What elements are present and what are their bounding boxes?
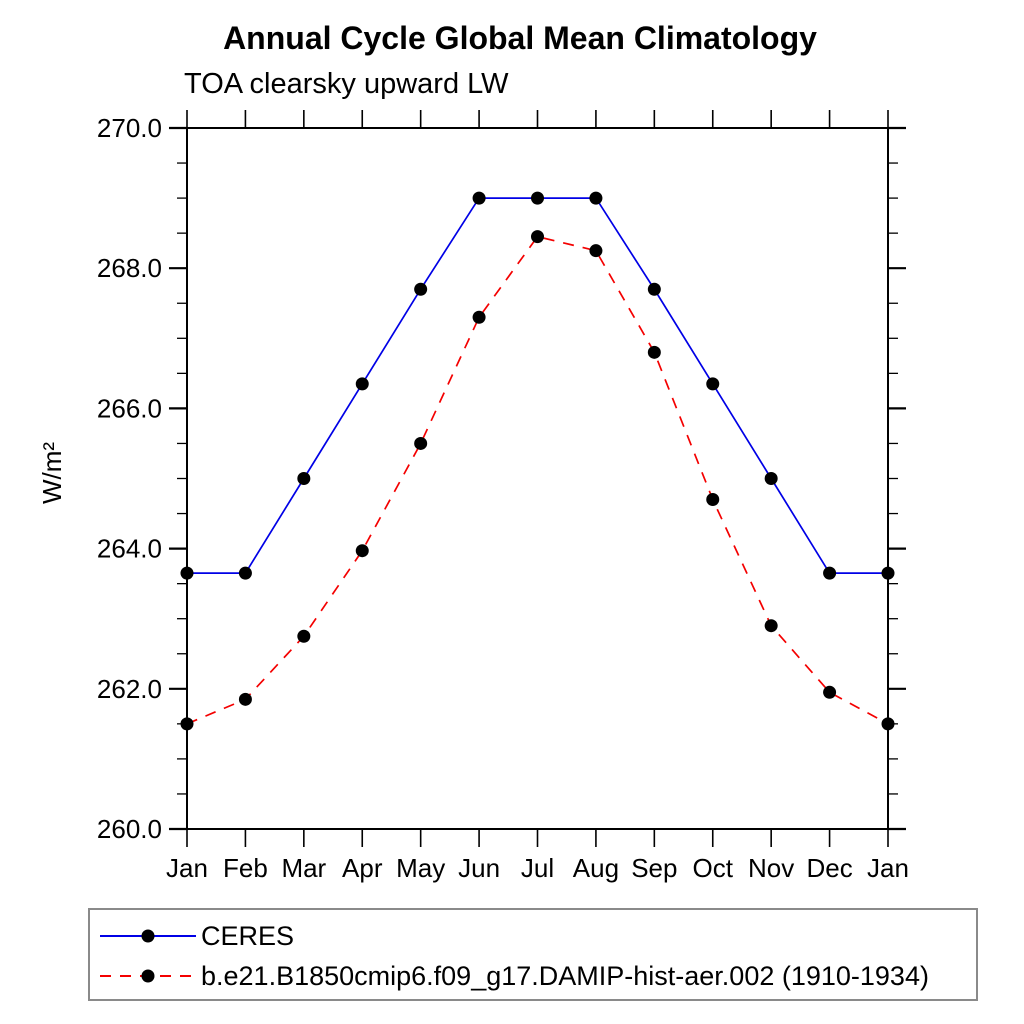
y-tick-label: 270.0	[97, 113, 162, 143]
data-point-marker	[647, 345, 661, 359]
x-tick-label: Jan	[867, 853, 909, 883]
x-tick-label: Jan	[166, 853, 208, 883]
data-point-marker	[589, 191, 603, 205]
x-tick-label: Dec	[806, 853, 852, 883]
chart-title: Annual Cycle Global Mean Climatology	[223, 20, 817, 56]
data-point-marker	[297, 472, 311, 485]
y-tick-label: 262.0	[97, 674, 162, 704]
legend-sample-line-solid	[100, 929, 196, 943]
y-tick-label: 260.0	[97, 814, 162, 844]
data-point-marker	[238, 566, 252, 580]
legend-marker-icon	[141, 929, 155, 943]
data-point-marker	[706, 377, 720, 391]
x-tick-label: Aug	[573, 853, 619, 883]
data-point-marker	[881, 566, 895, 580]
legend-marker-icon	[141, 969, 155, 983]
data-point-marker	[355, 377, 369, 391]
data-point-marker	[589, 244, 603, 258]
x-tick-label: Nov	[748, 853, 794, 883]
data-point-marker	[414, 436, 428, 450]
x-tick-label: Mar	[281, 853, 326, 883]
legend-item-model: b.e21.B1850cmip6.f09_g17.DAMIP-hist-aer.…	[98, 961, 929, 991]
data-point-marker	[355, 544, 369, 558]
series-line-0	[187, 197, 888, 574]
data-point-marker	[881, 717, 895, 731]
x-tick-label: Jul	[521, 853, 554, 883]
data-point-marker	[238, 692, 252, 706]
x-tick-label: Feb	[223, 853, 268, 883]
x-tick-label: Apr	[342, 853, 383, 883]
y-tick-label: 266.0	[97, 393, 162, 423]
data-point-marker	[180, 717, 194, 731]
legend-label: CERES	[201, 920, 295, 951]
data-point-marker	[180, 566, 194, 580]
data-point-marker	[706, 493, 720, 507]
data-point-marker	[823, 566, 837, 580]
legend-box: CERES b.e21.B1850cmip6.f09_g17.DAMIP-his…	[88, 908, 978, 1001]
x-tick-label: Jun	[458, 853, 500, 883]
data-point-marker	[764, 472, 778, 485]
legend-item-ceres: CERES	[98, 921, 294, 951]
data-point-marker	[414, 282, 428, 296]
data-point-marker	[472, 191, 486, 205]
data-point-marker	[531, 191, 544, 205]
data-point-marker	[823, 685, 837, 699]
chart-subtitle: TOA clearsky upward LW	[184, 68, 509, 100]
data-point-marker	[764, 619, 778, 633]
data-point-marker	[647, 282, 661, 296]
data-point-marker	[531, 230, 544, 244]
x-tick-label: Oct	[693, 853, 734, 883]
legend-label: b.e21.B1850cmip6.f09_g17.DAMIP-hist-aer.…	[201, 960, 929, 991]
y-tick-label: 268.0	[97, 253, 162, 283]
y-tick-label: 264.0	[97, 534, 162, 564]
legend-sample-line-dashed	[100, 969, 196, 983]
series-line-1	[186, 235, 889, 725]
x-tick-label: Sep	[631, 853, 677, 883]
data-point-marker	[472, 310, 486, 324]
x-tick-label: May	[396, 853, 445, 883]
data-point-marker	[297, 629, 311, 643]
